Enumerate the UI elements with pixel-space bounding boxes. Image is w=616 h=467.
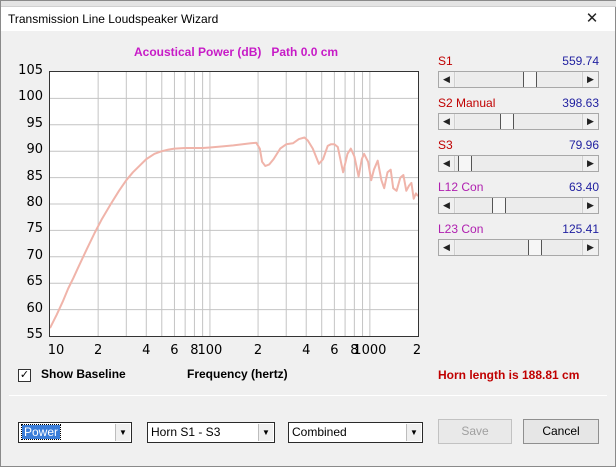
section-select[interactable]: Horn S1 - S3 ▼ [147,422,275,443]
scroll-right-icon[interactable]: ▶ [582,72,598,87]
save-button[interactable]: Save [438,419,512,444]
view-select-value: Combined [292,425,347,439]
x-tick-label: 4 [142,343,151,358]
x-tick-label: 100 [197,343,223,358]
slider-label: L23 Con [438,222,484,236]
y-tick-label: 95 [26,115,43,131]
window-behind-strip [1,1,616,7]
response-chart [49,71,419,337]
y-tick-label: 55 [26,327,43,342]
scroll-right-icon[interactable]: ▶ [582,114,598,129]
x-tick-label: 4 [302,343,311,358]
parameter-scrollbar[interactable]: ◀ ▶ [438,155,599,172]
x-tick-label: 2 [412,343,422,358]
scroll-left-icon[interactable]: ◀ [439,198,455,213]
cancel-button[interactable]: Cancel [523,419,599,444]
x-tick-label: 6 [170,343,179,358]
x-tick-label: 10 [47,343,65,358]
scrollbar-track[interactable] [456,156,581,171]
y-tick-label: 105 [18,63,43,78]
chart-title: Acoustical Power (dB) Path 0.0 cm [134,45,339,59]
slider-value: 398.63 [562,96,599,110]
scroll-left-icon[interactable]: ◀ [439,114,455,129]
chevron-down-icon[interactable]: ▼ [258,424,273,441]
slider-value: 63.40 [568,180,599,194]
title-bar: Transmission Line Loudspeaker Wizard ✕ [1,7,615,31]
show-baseline-label: Show Baseline [41,367,126,381]
x-tick-label: 2 [253,343,263,358]
close-icon[interactable]: ✕ [585,10,599,27]
y-tick-label: 75 [26,221,43,237]
slider-label: S3 [438,138,453,152]
scrollbar-thumb[interactable] [500,114,515,129]
mode-select-value: Power [20,424,62,440]
y-tick-label: 65 [26,274,43,290]
x-tick-label: 1000 [353,343,387,358]
parameter-scrollbar[interactable]: ◀ ▶ [438,113,599,130]
parameter-scrollbar[interactable]: ◀ ▶ [438,71,599,88]
x-tick-label: 8 [190,343,199,358]
show-baseline-checkbox[interactable]: ✓ [18,369,31,382]
scrollbar-thumb[interactable] [458,156,473,171]
scrollbar-track[interactable] [456,198,581,213]
slider-label: S1 [438,54,453,68]
y-tick-label: 70 [26,247,43,263]
x-tick-label: 6 [330,343,339,358]
y-tick-label: 85 [26,168,43,184]
chevron-down-icon[interactable]: ▼ [406,424,421,441]
parameter-scrollbar[interactable]: ◀ ▶ [438,239,599,256]
y-tick-label: 100 [18,89,43,105]
scroll-left-icon[interactable]: ◀ [439,72,455,87]
view-select[interactable]: Combined ▼ [288,422,423,443]
parameter-scrollbar[interactable]: ◀ ▶ [438,197,599,214]
y-tick-label: 90 [26,142,43,158]
y-tick-label: 80 [26,195,43,210]
x-tick-label: 8 [350,343,359,358]
chevron-down-icon[interactable]: ▼ [115,424,130,441]
scrollbar-track[interactable] [456,72,581,87]
x-axis-title: Frequency (hertz) [187,367,288,381]
scroll-right-icon[interactable]: ▶ [582,198,598,213]
slider-value: 559.74 [562,54,599,68]
scrollbar-track[interactable] [456,114,581,129]
scrollbar-track[interactable] [456,240,581,255]
mode-select[interactable]: Power ▼ [18,422,132,443]
horn-length-readout: Horn length is 188.81 cm [438,368,580,382]
chart-svg [49,72,419,336]
slider-value: 125.41 [562,222,599,236]
y-tick-label: 60 [26,300,43,316]
scrollbar-thumb[interactable] [522,72,537,87]
divider [9,395,607,396]
scroll-right-icon[interactable]: ▶ [582,240,598,255]
section-select-value: Horn S1 - S3 [151,425,221,439]
x-tick-label: 2 [94,343,103,358]
slider-label: S2 Manual [438,96,496,110]
scrollbar-thumb[interactable] [491,198,506,213]
scroll-left-icon[interactable]: ◀ [439,156,455,171]
power-response-line [49,136,419,329]
window-title: Transmission Line Loudspeaker Wizard [8,12,219,26]
scrollbar-thumb[interactable] [528,240,543,255]
dialog-content: Acoustical Power (dB) Path 0.0 cm 105 100… [1,31,615,466]
slider-value: 79.96 [568,138,599,152]
scroll-left-icon[interactable]: ◀ [439,240,455,255]
slider-label: L12 Con [438,180,484,194]
scroll-right-icon[interactable]: ▶ [582,156,598,171]
